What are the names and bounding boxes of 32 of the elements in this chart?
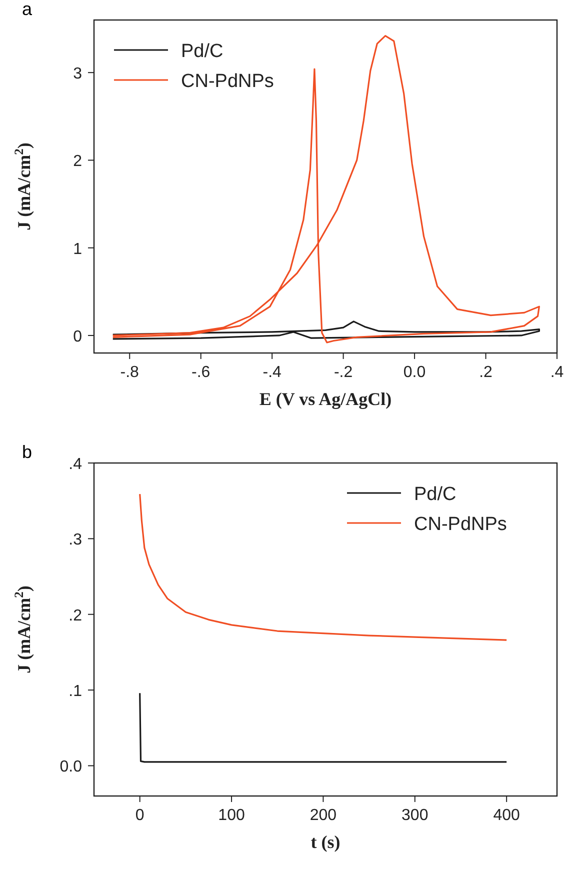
y-tick-label: .3 <box>68 532 82 549</box>
chart-title: b <box>22 442 32 462</box>
x-tick-label: 300 <box>402 807 428 824</box>
y-tick-label: .2 <box>68 607 82 624</box>
x-tick-label: -.6 <box>192 364 210 381</box>
y-tick-label: .4 <box>68 456 82 473</box>
x-tick-label: .4 <box>550 364 564 381</box>
y-tick-label: 0 <box>73 328 82 346</box>
x-tick-label: 0 <box>135 807 144 824</box>
x-tick-label: -.2 <box>334 364 353 381</box>
line-series <box>112 34 540 344</box>
y-tick-label: 1 <box>73 240 82 258</box>
chart-title: a <box>22 0 33 19</box>
x-tick-label: 100 <box>218 807 245 824</box>
y-tick-label: 2 <box>73 153 82 170</box>
line-series <box>139 692 508 763</box>
legend-label: Pd/C <box>414 484 456 505</box>
x-tick-label: 200 <box>310 807 337 824</box>
x-axis-title: t (s) <box>310 832 340 852</box>
x-tick-label: 0.0 <box>403 364 426 381</box>
x-tick-label: 400 <box>493 807 520 824</box>
x-tick-label: -.8 <box>120 364 140 381</box>
legend-label: CN-PdNPs <box>181 71 274 92</box>
y-tick-label: 3 <box>73 66 82 83</box>
legend-label: CN-PdNPs <box>414 514 507 535</box>
x-tick-label: -.4 <box>262 364 282 381</box>
y-tick-label: 0.0 <box>60 758 82 776</box>
x-tick-label: .2 <box>479 364 493 381</box>
line-series <box>112 320 540 340</box>
y-tick-label: .1 <box>68 683 82 700</box>
legend-label: Pd/C <box>181 41 224 62</box>
x-axis-title: E (V vs Ag/AgCl) <box>259 389 392 409</box>
